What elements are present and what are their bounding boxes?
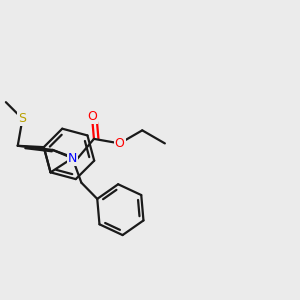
Text: N: N [68, 152, 77, 165]
Text: O: O [87, 110, 97, 123]
Text: O: O [115, 137, 124, 150]
Text: S: S [19, 112, 26, 125]
